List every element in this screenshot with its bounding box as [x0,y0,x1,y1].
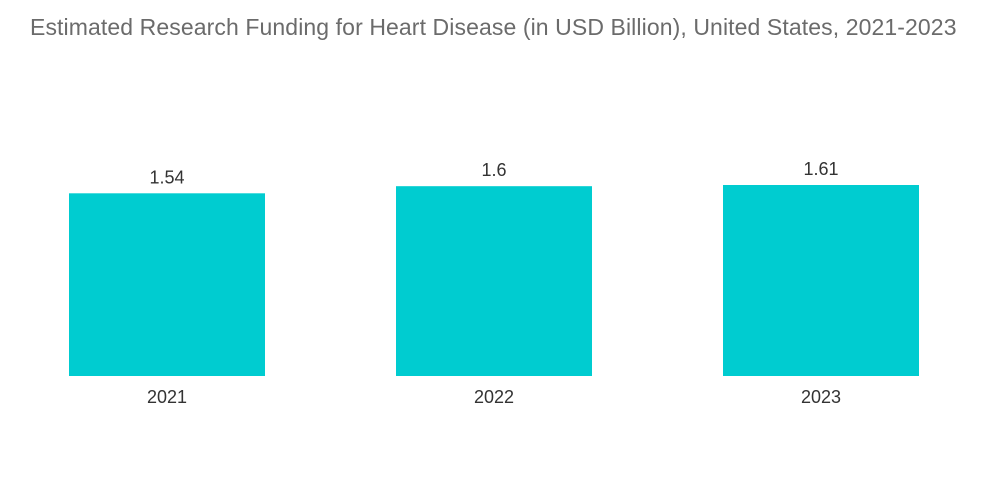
x-tick-label-2021: 2021 [147,387,187,407]
x-tick-label-2022: 2022 [474,387,514,407]
bar-2021 [69,193,265,376]
value-labels-layer: 1.54 1.6 1.61 [149,159,838,187]
bar-2022 [396,186,592,376]
x-tick-labels: 2021 2022 2023 [147,387,841,407]
chart-title: Estimated Research Funding for Heart Dis… [30,14,957,40]
bars-layer [69,185,919,376]
value-label-2021: 1.54 [149,167,184,187]
bar-2023 [723,185,919,376]
value-label-2023: 1.61 [803,159,838,179]
value-label-2022: 1.6 [481,160,506,180]
x-tick-label-2023: 2023 [801,387,841,407]
